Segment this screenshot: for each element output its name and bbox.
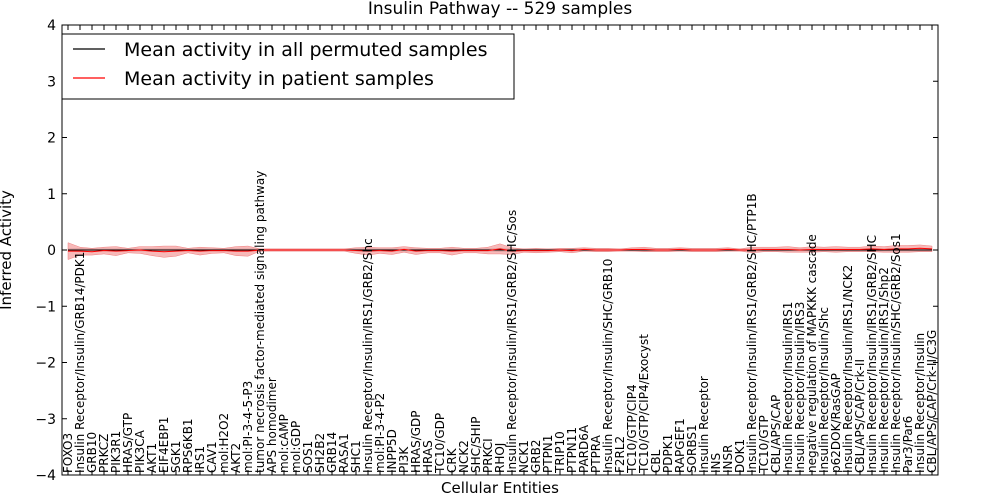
x-tick-label: PRKCZ [97,434,111,473]
x-tick-label: PTPN11 [565,427,579,473]
x-tick-label: CRK [445,447,459,473]
series-lines [68,247,933,253]
x-tick-label: SOS1 [301,441,315,473]
x-tick-label: Insulin Receptor/Insulin/GRB14/PDK1 [73,252,87,473]
x-tick-label: APS homodimer [265,377,279,473]
y-tick-label: −2 [35,356,56,372]
x-tick-label: GRB14 [325,432,339,473]
x-tick-label: HRAS [421,440,435,473]
x-tick-label: SGK1 [169,441,183,473]
x-tick-label: Insulin Receptor/Insulin [913,333,927,473]
x-tick-label: AKT1 [145,443,159,473]
x-tick-label: Insulin Receptor/Insulin/Shc [817,307,831,473]
x-tick-label: INSR [721,445,735,473]
x-tick-label: Insulin Receptor/Insulin/IRS1/NCK2 [841,265,855,473]
x-tick-label: IRS1 [193,446,207,473]
x-tick-label: HRAS/GTP [121,413,135,473]
x-tick-label: TRIP10 [553,431,567,474]
x-tick-label: TC10/GTP/CIP4/Exocyst [637,334,651,474]
x-tick-label: CAV1 [205,441,219,473]
x-tick-label: CBL/APS/CAP [769,395,783,473]
x-tick-label: Insulin Receptor/Insulin/SHC/GRB10 [601,259,615,473]
x-tick-label: Insulin Receptor/Insulin/IRS1/GRB2/Shc [361,238,375,473]
x-tick-label: Par3/Par6 [901,416,915,473]
x-tick-label: FOXO3 [61,433,75,473]
y-tick-label: 4 [47,18,56,34]
y-tick-label: 3 [47,74,56,90]
y-tick-label: −1 [35,299,56,315]
y-axis: −4 −3 −2 −1 0 1 2 3 4 [35,18,938,484]
y-tick-label: 1 [47,187,56,203]
x-tick-label: TC10/GTP/CIP4 [625,384,639,474]
x-tick-label: F2RL2 [613,436,627,473]
x-tick-label: CBL/APS/CAP/Crk-II/C3G [925,330,939,473]
x-tick-label: CBL/APS/CAP/Crk-II [853,359,867,473]
y-axis-title: Inferred Activity [0,190,15,310]
x-tick-label: AKT2 [229,443,243,473]
x-tick-label: GRB2 [529,439,543,473]
x-tick-label: PI3K [397,446,411,473]
x-tick-label: Insulin Receptor/Insulin/IRS1/GRB2/SHC/P… [745,193,759,473]
y-tick-label: 0 [47,243,56,259]
x-tick-label: Insulin Receptor/Insulin/IRS1 [781,302,795,473]
x-tick-label: INPP5D [385,429,399,473]
x-tick-label: TC10/GTP [757,415,771,474]
x-tick-label: Insulin Receptor/Insulin/IRS1/Shp2 [877,267,891,473]
x-tick-label: mol:cAMP [277,414,291,473]
x-axis-title: Cellular Entities [441,479,559,497]
x-tick-label: mol:PI-3-4-5-P3 [241,381,255,473]
x-tick-label: HRAS/GDP [409,410,423,473]
x-tick-label: GRB10 [85,432,99,473]
band-series-1 [67,242,933,260]
y-tick-label: 2 [47,131,56,147]
legend-box [61,33,515,100]
legend-label-permuted: Mean activity in all permuted samples [124,39,487,61]
x-tick-label: tumor necrosis factor-mediated signaling… [253,171,267,473]
x-tick-label: TC10/GDP [433,413,447,474]
x-tick-label: p62DOK/RasGAP [829,373,843,473]
x-tick-label: RHOJ [493,443,507,473]
x-tick-label: RAPGEF1 [673,418,687,473]
x-tick-label: SHC1 [349,440,363,473]
x-tick-label: negative regulation of MAPKKK cascade [805,234,819,473]
x-tick-label: Insulin Receptor/Insulin/IRS1/GRB2/SHC [865,235,879,473]
legend-label-patient: Mean activity in patient samples [124,68,434,90]
x-tick-label: Insulin Receptor/Insulin/IRS3 [793,302,807,473]
legend: Mean activity in all permuted samples Me… [61,33,515,100]
x-tick-label: NCK1 [517,440,531,473]
x-tick-label: SHC/SHIP [469,417,483,473]
x-tick-label: mol:GDP [289,421,303,473]
y-tick-label: −3 [35,412,56,428]
x-tick-label: PRKCI [481,438,495,473]
line-series-1 [68,247,933,253]
x-tick-label: NCK2 [457,440,471,473]
x-tick-label: PIK3CA [133,429,147,473]
x-tick-label: Insulin Receptor/Insulin/IRS1/GRB2/SHC/S… [505,210,519,473]
x-tick-label: EIF4EBP1 [157,417,171,473]
x-tick-label: Insulin Receptor [697,376,711,473]
x-tick-label: RASA1 [337,433,351,473]
x-tick-label: PTPN1 [541,435,555,473]
x-tick-label: RPS6KB1 [181,418,195,473]
x-tick-label: SORBS1 [685,424,699,473]
x-tick-label: SH2B2 [313,433,327,473]
x-tick-label: CBL [649,449,663,473]
y-tick-label: −4 [35,468,56,484]
chart-title: Insulin Pathway -- 529 samples [368,0,633,19]
x-tick-label: mol:PI-3-4-P2 [373,393,387,473]
x-tick-label: PTPRA [589,434,603,473]
x-tick-label: mol:H2O2 [217,413,231,473]
x-tick-label: Insulin Receptor/Insulin/SHC/GRB2/Sos1 [889,233,903,473]
x-tick-label: PDPK1 [661,434,675,473]
x-tick-label: INS [709,453,723,473]
x-tick-label: DOK1 [733,439,747,473]
x-tick-label: PIK3R1 [109,431,123,473]
x-tick-label: PARD6A [577,424,591,473]
